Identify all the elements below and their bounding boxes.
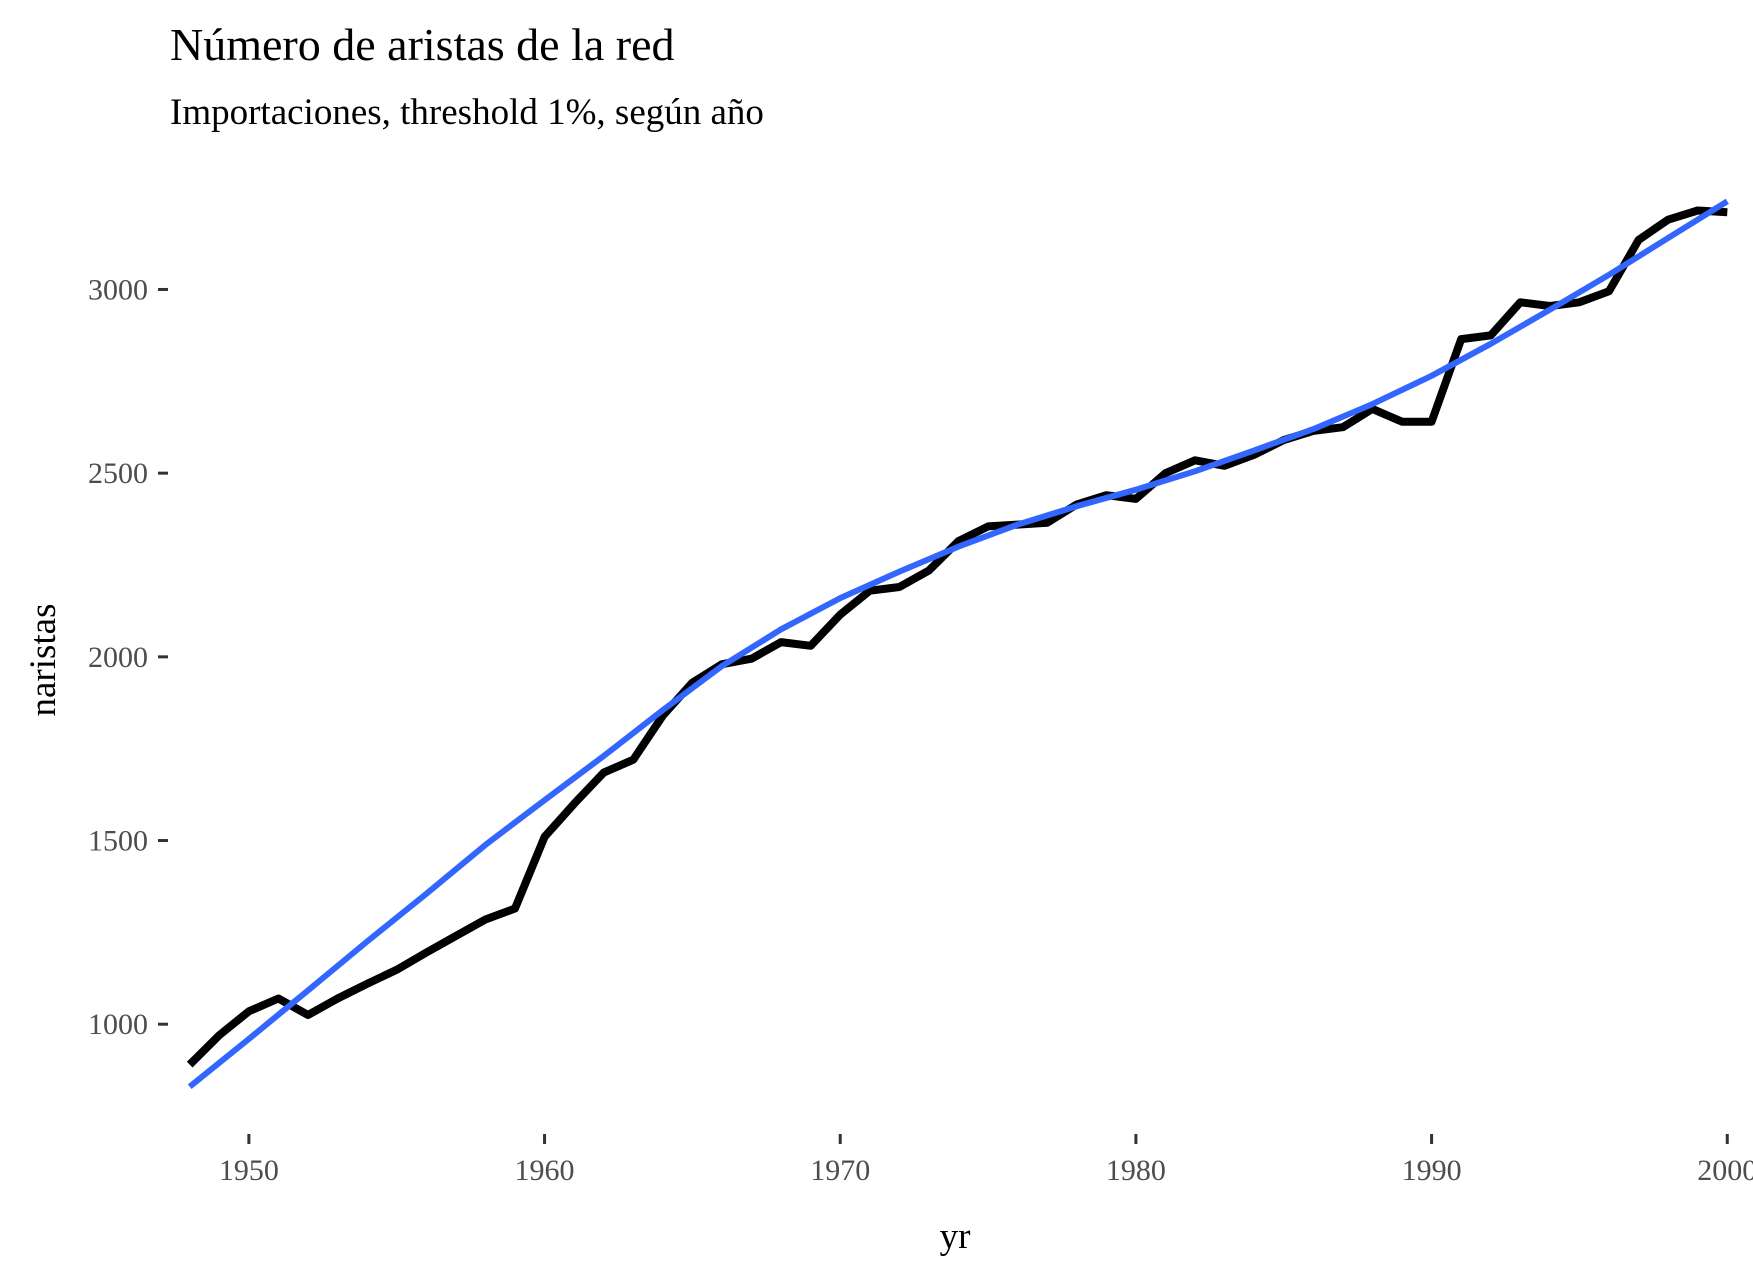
x-axis: 1950 1960 1970 1980 1990 2000	[219, 1134, 1753, 1187]
x-tick-label: 1970	[810, 1154, 870, 1187]
x-tick-label: 1960	[515, 1154, 575, 1187]
series-line-smooth	[187, 198, 1729, 1090]
y-axis-title: naristas	[23, 603, 64, 716]
y-tick-label: 3000	[88, 273, 148, 306]
series-line-observed	[186, 206, 1728, 1068]
x-tick-label: 1950	[219, 1154, 279, 1187]
chart-subtitle: Importaciones, threshold 1%, según año	[170, 92, 764, 133]
x-axis-title: yr	[940, 1216, 971, 1257]
series-layer	[186, 198, 1729, 1090]
x-tick-label: 2000	[1697, 1154, 1753, 1187]
y-axis: 1000 1500 2000 2500 3000	[88, 273, 168, 1041]
y-tick-label: 1500	[88, 825, 148, 858]
y-tick-label: 2500	[88, 457, 148, 490]
chart-title: Número de aristas de la red	[170, 19, 675, 70]
x-tick-label: 1990	[1402, 1154, 1462, 1187]
x-tick-label: 1980	[1106, 1154, 1166, 1187]
y-tick-label: 1000	[88, 1008, 148, 1041]
y-tick-label: 2000	[88, 641, 148, 674]
